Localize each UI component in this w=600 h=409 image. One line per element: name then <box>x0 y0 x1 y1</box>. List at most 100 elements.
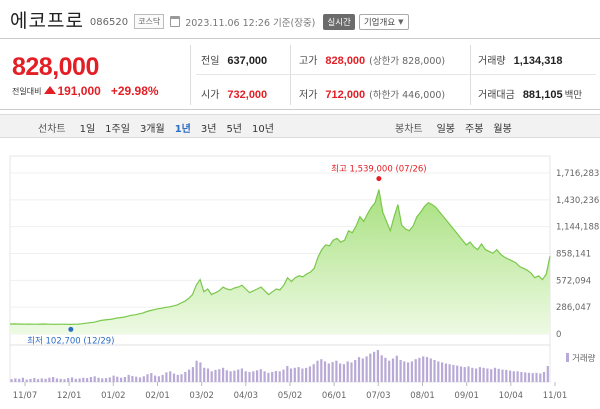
volume-bar <box>123 377 126 382</box>
tab-weekly-candle[interactable]: 주봉 <box>465 124 484 135</box>
volume-bar <box>357 357 361 382</box>
volume-legend-swatch <box>566 353 569 362</box>
prev-close-value: 637,000 <box>227 55 268 67</box>
x-tick-label: 11/01 <box>543 391 568 401</box>
chevron-down-icon: ▼ <box>398 17 404 26</box>
price-chart[interactable]: 1,716,283 1,430,236 1,144,188 858,141 572,09… <box>0 150 600 409</box>
current-price: 828,000 <box>12 53 99 81</box>
price-chart-svg: 1,716,283 1,430,236 1,144,188 858,141 572,09… <box>9 155 599 401</box>
volume-bar <box>131 376 134 382</box>
tab-1y[interactable]: 1년 <box>174 124 191 135</box>
x-tick-label: 12/01 <box>57 391 82 401</box>
volume-bar <box>44 378 47 382</box>
volume-bar <box>384 357 387 382</box>
volume-bar <box>78 378 81 382</box>
high-price: 고가 828,000 (상한가 828,000) <box>299 52 445 67</box>
line-chart-tabs: 선차트 1일 1주일 3개월 1년 3년 5년 10년 <box>38 120 284 135</box>
tab-3y[interactable]: 3년 <box>200 124 217 135</box>
volume-bar <box>399 360 402 382</box>
tab-1d[interactable]: 1일 <box>79 124 96 135</box>
volume-bar <box>365 356 368 382</box>
tab-1w[interactable]: 1주일 <box>105 124 130 135</box>
volume-bar <box>206 368 210 382</box>
candle-chart-label: 봉차트 <box>395 124 423 135</box>
x-tick-label: 09/01 <box>454 391 479 401</box>
open-value: 732,000 <box>227 89 268 101</box>
volume-bar <box>323 361 327 382</box>
high-label: 고가 <box>299 56 318 67</box>
volume-bar <box>527 372 530 382</box>
tab-daily-candle[interactable]: 일봉 <box>436 124 456 135</box>
volume-bar <box>86 378 89 382</box>
line-chart-label: 선차트 <box>38 124 66 135</box>
volume-bar <box>535 372 538 382</box>
volume-bar <box>59 378 62 382</box>
volume-bar <box>437 361 440 382</box>
realtime-button[interactable]: 실시간 <box>323 13 355 30</box>
market-badge: 코스닥 <box>134 14 165 29</box>
volume-bar <box>414 359 417 382</box>
low-marker <box>68 326 74 332</box>
volume-bar <box>218 369 221 382</box>
volume-bar <box>184 372 187 382</box>
volume-bar <box>150 373 153 382</box>
x-tick-label: 02/01 <box>145 391 170 401</box>
volume-bar <box>93 376 96 382</box>
change-percent: +29.98% <box>110 84 159 98</box>
volume-bar <box>240 368 243 382</box>
volume-bar <box>52 377 55 382</box>
arrow-up-icon <box>44 86 57 94</box>
volume-bar <box>229 371 232 382</box>
volume-bar <box>463 367 466 382</box>
tab-3m[interactable]: 3개월 <box>139 124 165 135</box>
volume-bar <box>36 379 40 382</box>
volume-bar <box>305 367 308 382</box>
volume-bar <box>82 377 85 382</box>
volume-bar <box>74 378 77 382</box>
x-tick-label: 10/04 <box>499 391 524 401</box>
volume-bar <box>108 377 111 382</box>
volume-bar <box>21 377 24 382</box>
volume-bar <box>225 370 228 382</box>
volume-bar <box>493 367 497 382</box>
tab-monthly-candle[interactable]: 월봉 <box>493 124 512 135</box>
volume-bar <box>448 364 451 382</box>
divider <box>190 45 191 105</box>
volume-bar <box>286 366 289 382</box>
volume-bar <box>97 377 100 382</box>
volume-bar <box>176 374 179 382</box>
volume-bar <box>452 364 455 382</box>
volume-bar <box>407 362 410 382</box>
x-tick-label: 01/02 <box>101 391 126 401</box>
low-annotation: 최저 102,700 (12/29) <box>27 335 114 346</box>
change-label: 전일대비 <box>12 86 42 96</box>
volume-bar <box>501 369 504 382</box>
volume-bar <box>14 378 17 382</box>
y-tick-label: 0 <box>556 330 561 340</box>
y-tick-label: 572,094 <box>556 276 591 286</box>
volume-bar <box>335 360 338 382</box>
tab-5y[interactable]: 5년 <box>226 124 242 135</box>
volume-bar <box>444 363 447 382</box>
volume-bar <box>259 369 262 382</box>
volume-bar <box>112 375 115 382</box>
volume-bar <box>425 357 429 382</box>
volume-bar <box>25 379 28 382</box>
volume-bar <box>301 368 304 382</box>
x-tick-label: 05/02 <box>278 391 303 401</box>
volume-bar <box>509 370 512 382</box>
y-tick-label: 1,430,236 <box>556 196 599 206</box>
volume: 거래량 1,134,318 <box>478 52 563 67</box>
tab-10y[interactable]: 10년 <box>252 124 274 135</box>
volume-bar <box>293 367 296 382</box>
volume-bar <box>350 362 353 382</box>
volume-bar <box>282 369 285 382</box>
volume-bar <box>505 369 508 382</box>
y-tick-label: 286,047 <box>556 303 591 313</box>
open-price: 시가 732,000 <box>201 86 267 101</box>
volume-bar <box>459 366 463 382</box>
company-overview-button[interactable]: 기업개요 ▼ <box>358 13 409 30</box>
volume-bar <box>169 371 172 382</box>
volume-bar <box>55 378 58 382</box>
volume-bar <box>104 378 108 382</box>
